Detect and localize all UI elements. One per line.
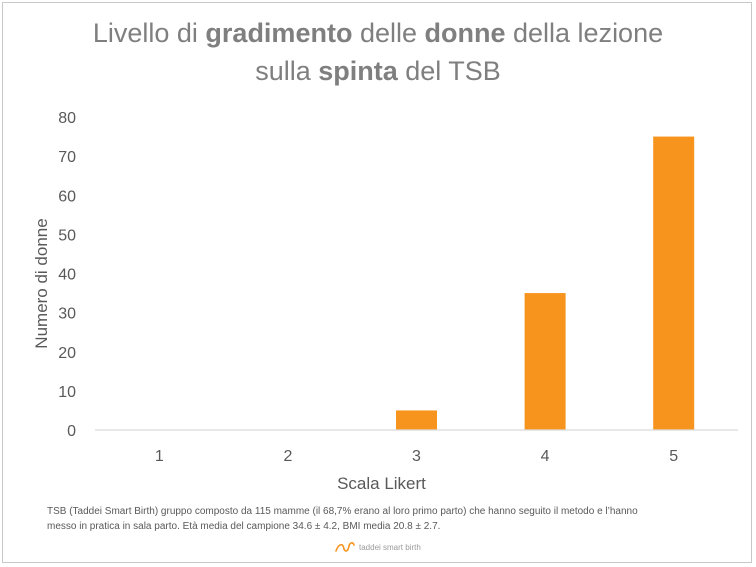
chart-title: Livello di gradimento delle donne della … — [0, 14, 756, 90]
x-tick-label: 3 — [412, 448, 421, 465]
footnote-line-2: messo in pratica in sala parto. Età medi… — [47, 521, 441, 532]
title-line2-segment: spinta — [318, 56, 398, 86]
bar-5 — [653, 136, 695, 430]
x-axis-title: Scala Likert — [337, 474, 426, 493]
y-tick-label: 10 — [58, 384, 76, 401]
y-tick-label: 80 — [58, 110, 76, 127]
y-tick-label: 0 — [67, 423, 76, 440]
logo: taddei smart birth — [334, 540, 421, 554]
y-tick-label: 20 — [58, 345, 76, 362]
title-line1-segment: Livello di — [92, 18, 206, 48]
title-line2-segment: del TSB — [397, 56, 501, 86]
bar-chart: 0 10 20 30 40 50 60 70 80 1 2 3 4 5 Scala Likert Numero… — [32, 110, 738, 493]
y-tick-label: 70 — [58, 149, 76, 166]
title-line2-segment: sulla — [255, 56, 319, 86]
y-tick-label: 60 — [58, 188, 76, 205]
chart-title-line-1: Livello di gradimento delle donne della … — [0, 14, 756, 52]
x-tick-label: 4 — [541, 448, 550, 465]
x-tick-label: 5 — [669, 448, 678, 465]
bar-3 — [396, 410, 437, 430]
footnote-line-1: TSB (Taddei Smart Birth) gruppo composto… — [47, 506, 638, 517]
chart-title-line-2: sulla spinta del TSB — [0, 52, 756, 90]
y-axis-title: Numero di donne — [32, 218, 51, 348]
y-tick-label: 30 — [58, 306, 76, 323]
y-tick-label: 40 — [58, 267, 76, 284]
x-tick-label: 1 — [155, 448, 164, 465]
footnote: TSB (Taddei Smart Birth) gruppo composto… — [47, 504, 727, 534]
taddei-logo-icon — [335, 542, 355, 552]
x-tick-label: 2 — [283, 448, 292, 465]
title-line1-segment: della lezione — [505, 18, 664, 48]
title-line1-segment: donne — [424, 18, 506, 48]
y-tick-label: 50 — [58, 227, 76, 244]
title-line1-segment: delle — [352, 18, 425, 48]
logo-text: taddei smart birth — [359, 542, 421, 552]
title-line1-segment: gradimento — [205, 18, 353, 48]
bar-4 — [524, 293, 566, 430]
